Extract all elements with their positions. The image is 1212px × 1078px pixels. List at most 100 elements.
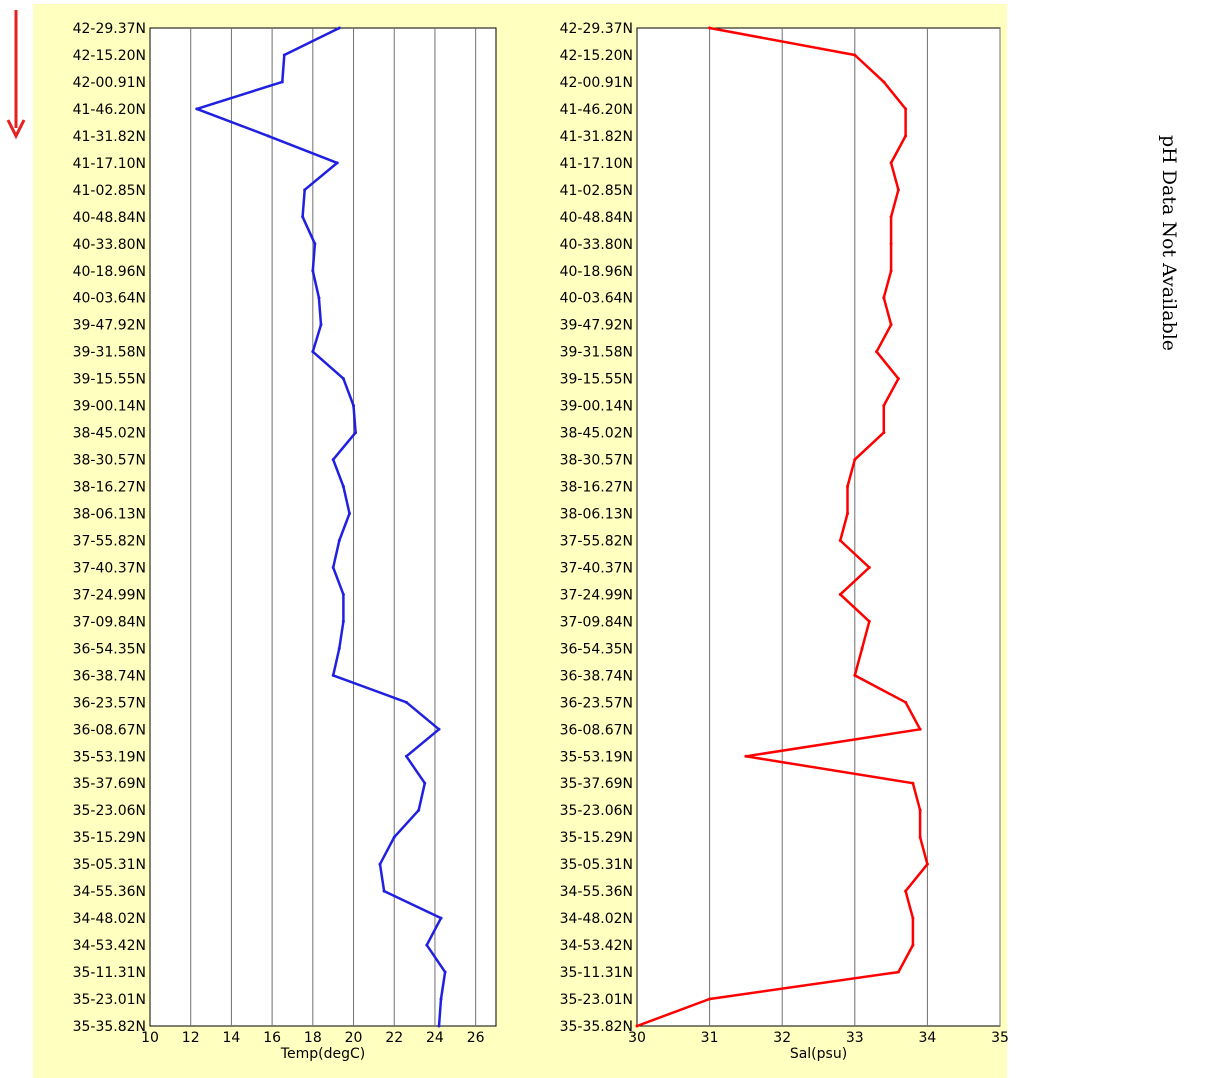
x-tick-label: 20	[345, 1030, 363, 1046]
data-point	[708, 997, 712, 1001]
y-tick-label: 40-33.80N	[560, 237, 633, 253]
y-tick-label: 39-31.58N	[73, 345, 146, 361]
data-point	[280, 80, 284, 84]
data-point	[904, 700, 908, 704]
data-point	[882, 296, 886, 300]
data-point	[846, 512, 850, 516]
y-tick-label: 37-40.37N	[560, 560, 633, 576]
y-tick-label: 41-46.20N	[73, 102, 146, 118]
data-point	[331, 673, 335, 677]
temperature-chart-panel: 10 12 14 16 18 20 22 24 26 42-29.37N 42-15.20N 42-0…	[33, 4, 520, 1078]
y-tick-label: 34-55.36N	[560, 884, 633, 900]
data-point	[911, 916, 915, 920]
y-tick-label: 35-35.82N	[560, 1019, 633, 1035]
data-point	[354, 431, 358, 435]
plot-area	[149, 27, 497, 1027]
y-tick-label: 40-18.96N	[560, 264, 633, 280]
y-tick-label: 36-54.35N	[73, 641, 146, 657]
y-tick-label: 40-48.84N	[73, 210, 146, 226]
data-series-line	[195, 26, 447, 1027]
data-point	[911, 781, 915, 785]
y-tick-label: 35-23.01N	[73, 992, 146, 1008]
y-tick-label: 38-06.13N	[73, 507, 146, 523]
data-point	[341, 485, 345, 489]
x-tick-label: 14	[222, 1030, 240, 1046]
data-point	[904, 134, 908, 138]
data-point	[860, 646, 864, 650]
data-point	[337, 538, 341, 542]
data-point	[341, 377, 345, 381]
ph-unavailable-note: pH Data Not Available	[1158, 135, 1206, 395]
data-series-line	[636, 26, 929, 1028]
x-tick-label: 10	[141, 1030, 159, 1046]
y-tick-label: 34-48.02N	[73, 911, 146, 927]
salinity-chart: 30 31 32 33 34 35 42-29.37N 42-15.20N 42-00.91N 4…	[560, 21, 1009, 1062]
y-tick-label: 39-47.92N	[73, 318, 146, 334]
y-tick-label: 42-15.20N	[560, 48, 633, 64]
data-point	[896, 188, 900, 192]
y-tick-label: 35-35.82N	[73, 1019, 146, 1035]
data-point	[867, 619, 871, 623]
data-point	[904, 889, 908, 893]
y-tick-label: 36-54.35N	[560, 641, 633, 657]
data-point	[867, 565, 871, 569]
data-point	[918, 727, 922, 731]
data-point	[378, 862, 382, 866]
data-point	[882, 80, 886, 84]
y-tick-label: 40-18.96N	[73, 264, 146, 280]
data-point	[311, 350, 315, 354]
y-tick-label: 38-06.13N	[560, 507, 633, 523]
x-tick-label: 33	[846, 1030, 864, 1046]
data-point	[392, 835, 396, 839]
data-point	[889, 161, 893, 165]
x-tick-label: 16	[263, 1030, 281, 1046]
data-point	[925, 862, 929, 866]
data-point	[439, 997, 443, 1001]
y-tick-label: 37-55.82N	[560, 533, 633, 549]
y-tick-label: 42-00.91N	[73, 75, 146, 91]
data-point	[195, 107, 199, 111]
data-point	[335, 161, 339, 165]
data-point	[319, 323, 323, 327]
data-point	[337, 26, 341, 30]
y-tick-label: 40-03.64N	[560, 291, 633, 307]
data-point	[875, 350, 879, 354]
data-point	[635, 1024, 639, 1028]
y-tick-label: 35-15.29N	[73, 830, 146, 846]
data-point	[889, 215, 893, 219]
y-tick-label: 36-23.57N	[560, 695, 633, 711]
data-point	[882, 431, 886, 435]
y-tick-label: 41-17.10N	[73, 156, 146, 172]
data-point	[744, 754, 748, 758]
ph-unavailable-text: pH Data Not Available	[1158, 135, 1180, 352]
x-axis-label: Temp(degC)	[280, 1046, 365, 1062]
x-axis-label: Sal(psu)	[790, 1046, 847, 1062]
y-tick-label: 35-05.31N	[73, 857, 146, 873]
y-tick-label: 37-24.99N	[560, 587, 633, 603]
data-point	[341, 619, 345, 623]
x-tick-label: 35	[991, 1030, 1009, 1046]
y-tick-label: 40-03.64N	[73, 291, 146, 307]
x-tick-label: 31	[701, 1030, 719, 1046]
y-tick-label: 34-48.02N	[560, 911, 633, 927]
y-tick-label: 41-31.82N	[73, 129, 146, 145]
y-tick-label: 42-29.37N	[73, 21, 146, 37]
y-tick-label: 38-45.02N	[73, 426, 146, 442]
data-point	[404, 700, 408, 704]
y-tick-label: 34-53.42N	[73, 938, 146, 954]
y-tick-label: 40-48.84N	[560, 210, 633, 226]
data-point	[838, 538, 842, 542]
y-tick-label: 35-37.69N	[560, 776, 633, 792]
data-point	[331, 565, 335, 569]
y-tick-label: 37-40.37N	[73, 560, 146, 576]
data-point	[904, 107, 908, 111]
data-point	[708, 26, 712, 30]
data-point	[313, 242, 317, 246]
data-point	[437, 727, 441, 731]
y-tick-label: 36-38.74N	[73, 668, 146, 684]
x-tick-label: 24	[426, 1030, 444, 1046]
data-point	[889, 269, 893, 273]
data-point	[423, 781, 427, 785]
y-tick-label: 36-23.57N	[73, 695, 146, 711]
data-point	[341, 592, 345, 596]
